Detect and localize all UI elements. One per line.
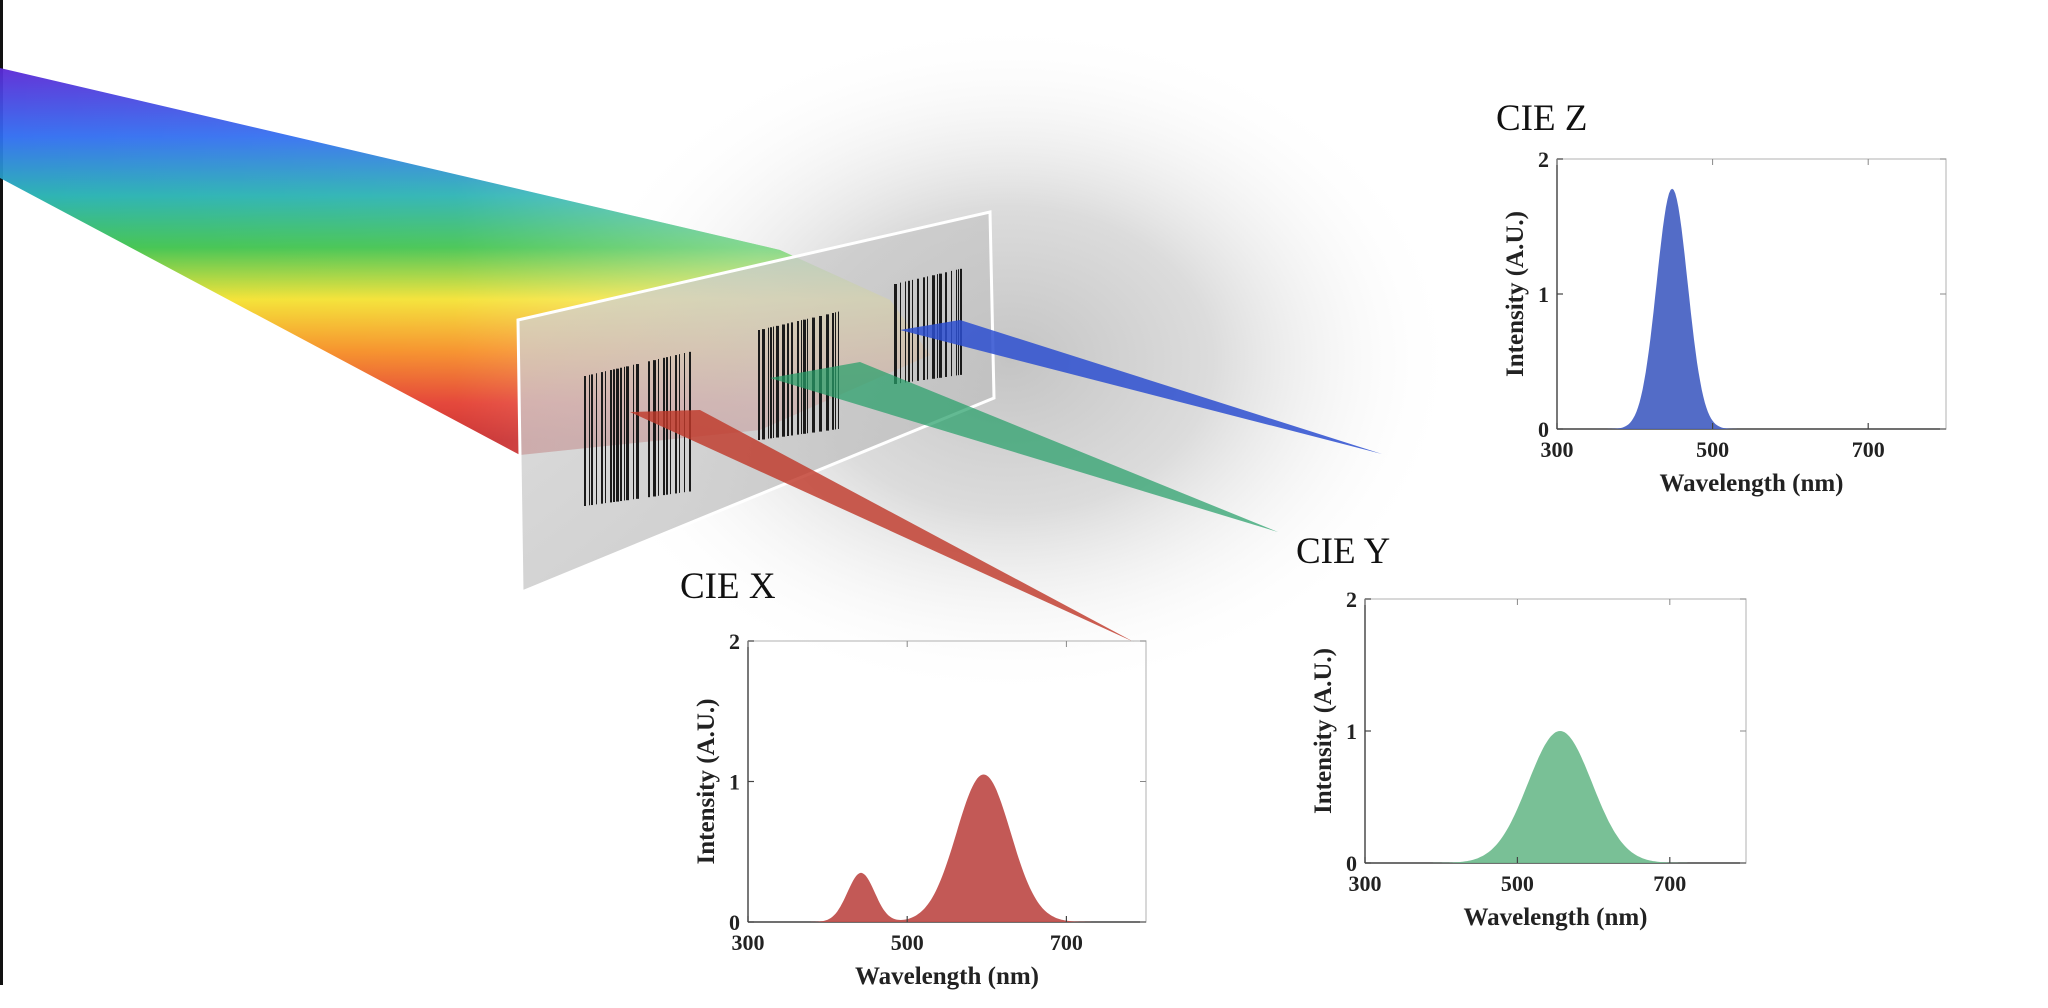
y-tick-label: 1	[1346, 719, 1357, 744]
barcode-bar	[768, 327, 769, 439]
x-axis-label: Wavelength (nm)	[1463, 904, 1647, 931]
red-output-beam	[630, 410, 1134, 642]
barcode-bar	[584, 376, 586, 506]
barcode-bar	[591, 374, 593, 506]
x-axis-label: Wavelength (nm)	[1659, 470, 1843, 497]
barcode-bar	[894, 284, 897, 384]
x-axis-label: Wavelength (nm)	[855, 963, 1039, 990]
barcode-bar	[616, 368, 619, 502]
barcode-bar	[648, 361, 650, 498]
barcode-bar	[605, 371, 606, 504]
x-tick-label: 300	[1541, 437, 1574, 462]
barcode-bar	[658, 358, 659, 496]
barcode-bar	[589, 374, 590, 506]
series-area	[748, 774, 1146, 922]
x-tick-label: 700	[1653, 871, 1686, 896]
barcode-bar	[653, 360, 656, 497]
series-area	[1365, 731, 1746, 863]
barcode-bar	[773, 326, 774, 438]
x-tick-label: 500	[1501, 871, 1534, 896]
left-edge-line	[0, 0, 3, 985]
y-tick-label: 0	[1538, 417, 1549, 442]
series-area	[1557, 188, 1946, 429]
barcode-bar	[624, 366, 625, 501]
chart-title: CIE Z	[1496, 98, 1587, 139]
barcode-bar	[758, 330, 760, 440]
barcode-bar	[626, 366, 629, 501]
y-axis-label: Intensity (A.U.)	[1310, 648, 1337, 814]
y-axis-label: Intensity (A.U.)	[693, 699, 720, 865]
y-tick-label: 0	[1346, 851, 1357, 876]
plot-frame	[1556, 158, 1947, 430]
barcode-bar	[601, 372, 603, 504]
barcode-bar	[905, 281, 906, 383]
barcode-bar	[770, 327, 772, 439]
x-tick-label: 500	[1696, 437, 1729, 462]
y-axis-label: Intensity (A.U.)	[1502, 211, 1529, 377]
cie-x-chart: CIE X 0 1 2 300 500 700 Wavelength (nm) Intensit…	[680, 566, 1147, 990]
barcode-bar	[900, 282, 901, 384]
y-tick-label: 0	[729, 910, 740, 935]
x-tick-label: 700	[1050, 930, 1083, 955]
y-tick-label: 2	[1538, 147, 1549, 172]
barcode-bar	[776, 325, 779, 438]
y-tick-label: 1	[1538, 282, 1549, 307]
y-tick-label: 2	[729, 629, 740, 654]
blue-output-beam	[900, 320, 1382, 454]
x-tick-label: 500	[891, 930, 924, 955]
barcode-bar	[620, 367, 622, 502]
barcode-bar	[633, 364, 634, 500]
chart-title: CIE Y	[1296, 531, 1390, 572]
chart-title: CIE X	[680, 566, 776, 607]
barcode-bar	[762, 329, 765, 440]
x-tick-label: 300	[1349, 871, 1382, 896]
background-glow	[560, 20, 1460, 700]
barcode-bar	[596, 373, 597, 505]
y-tick-label: 1	[729, 770, 740, 795]
barcode-bar	[610, 370, 612, 503]
x-tick-label: 300	[732, 930, 765, 955]
y-tick-label: 2	[1346, 587, 1357, 612]
green-output-beam	[770, 362, 1278, 532]
barcode-bar	[636, 364, 639, 499]
cie-z-chart: CIE Z 0 1 2 300 500 700 Wavelength (nm) Intensit…	[1496, 98, 1947, 497]
x-tick-label: 700	[1852, 437, 1885, 462]
barcode-bar	[613, 369, 615, 502]
